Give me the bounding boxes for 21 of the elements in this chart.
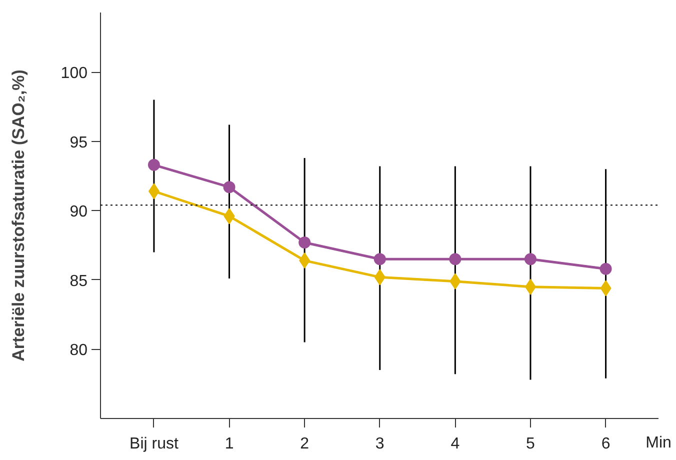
point [148, 158, 160, 171]
y-tick-label: 80 [70, 342, 88, 360]
point [600, 262, 612, 275]
x-tick-label: 6 [601, 436, 610, 452]
x-tick-label: 3 [375, 436, 384, 452]
point [374, 253, 386, 266]
y-tick-label: 85 [70, 272, 88, 290]
x-tick-label: 4 [450, 436, 460, 452]
x-axis-title: Min [646, 434, 672, 452]
y-tick-label: 100 [60, 65, 88, 82]
x-tick-label: 1 [224, 436, 234, 452]
point [449, 253, 462, 266]
y-tick-label: 95 [70, 134, 88, 152]
point [223, 181, 236, 194]
y-axis-title: Arteriële zuurstofsaturatie (SAO₂,%) [8, 70, 28, 362]
x-tick-label: Bij rust [130, 436, 179, 452]
point [524, 253, 536, 266]
x-tick-label: 5 [526, 436, 536, 452]
point [298, 236, 311, 249]
y-tick-label: 90 [70, 204, 88, 221]
x-tick-label: 2 [300, 436, 310, 452]
